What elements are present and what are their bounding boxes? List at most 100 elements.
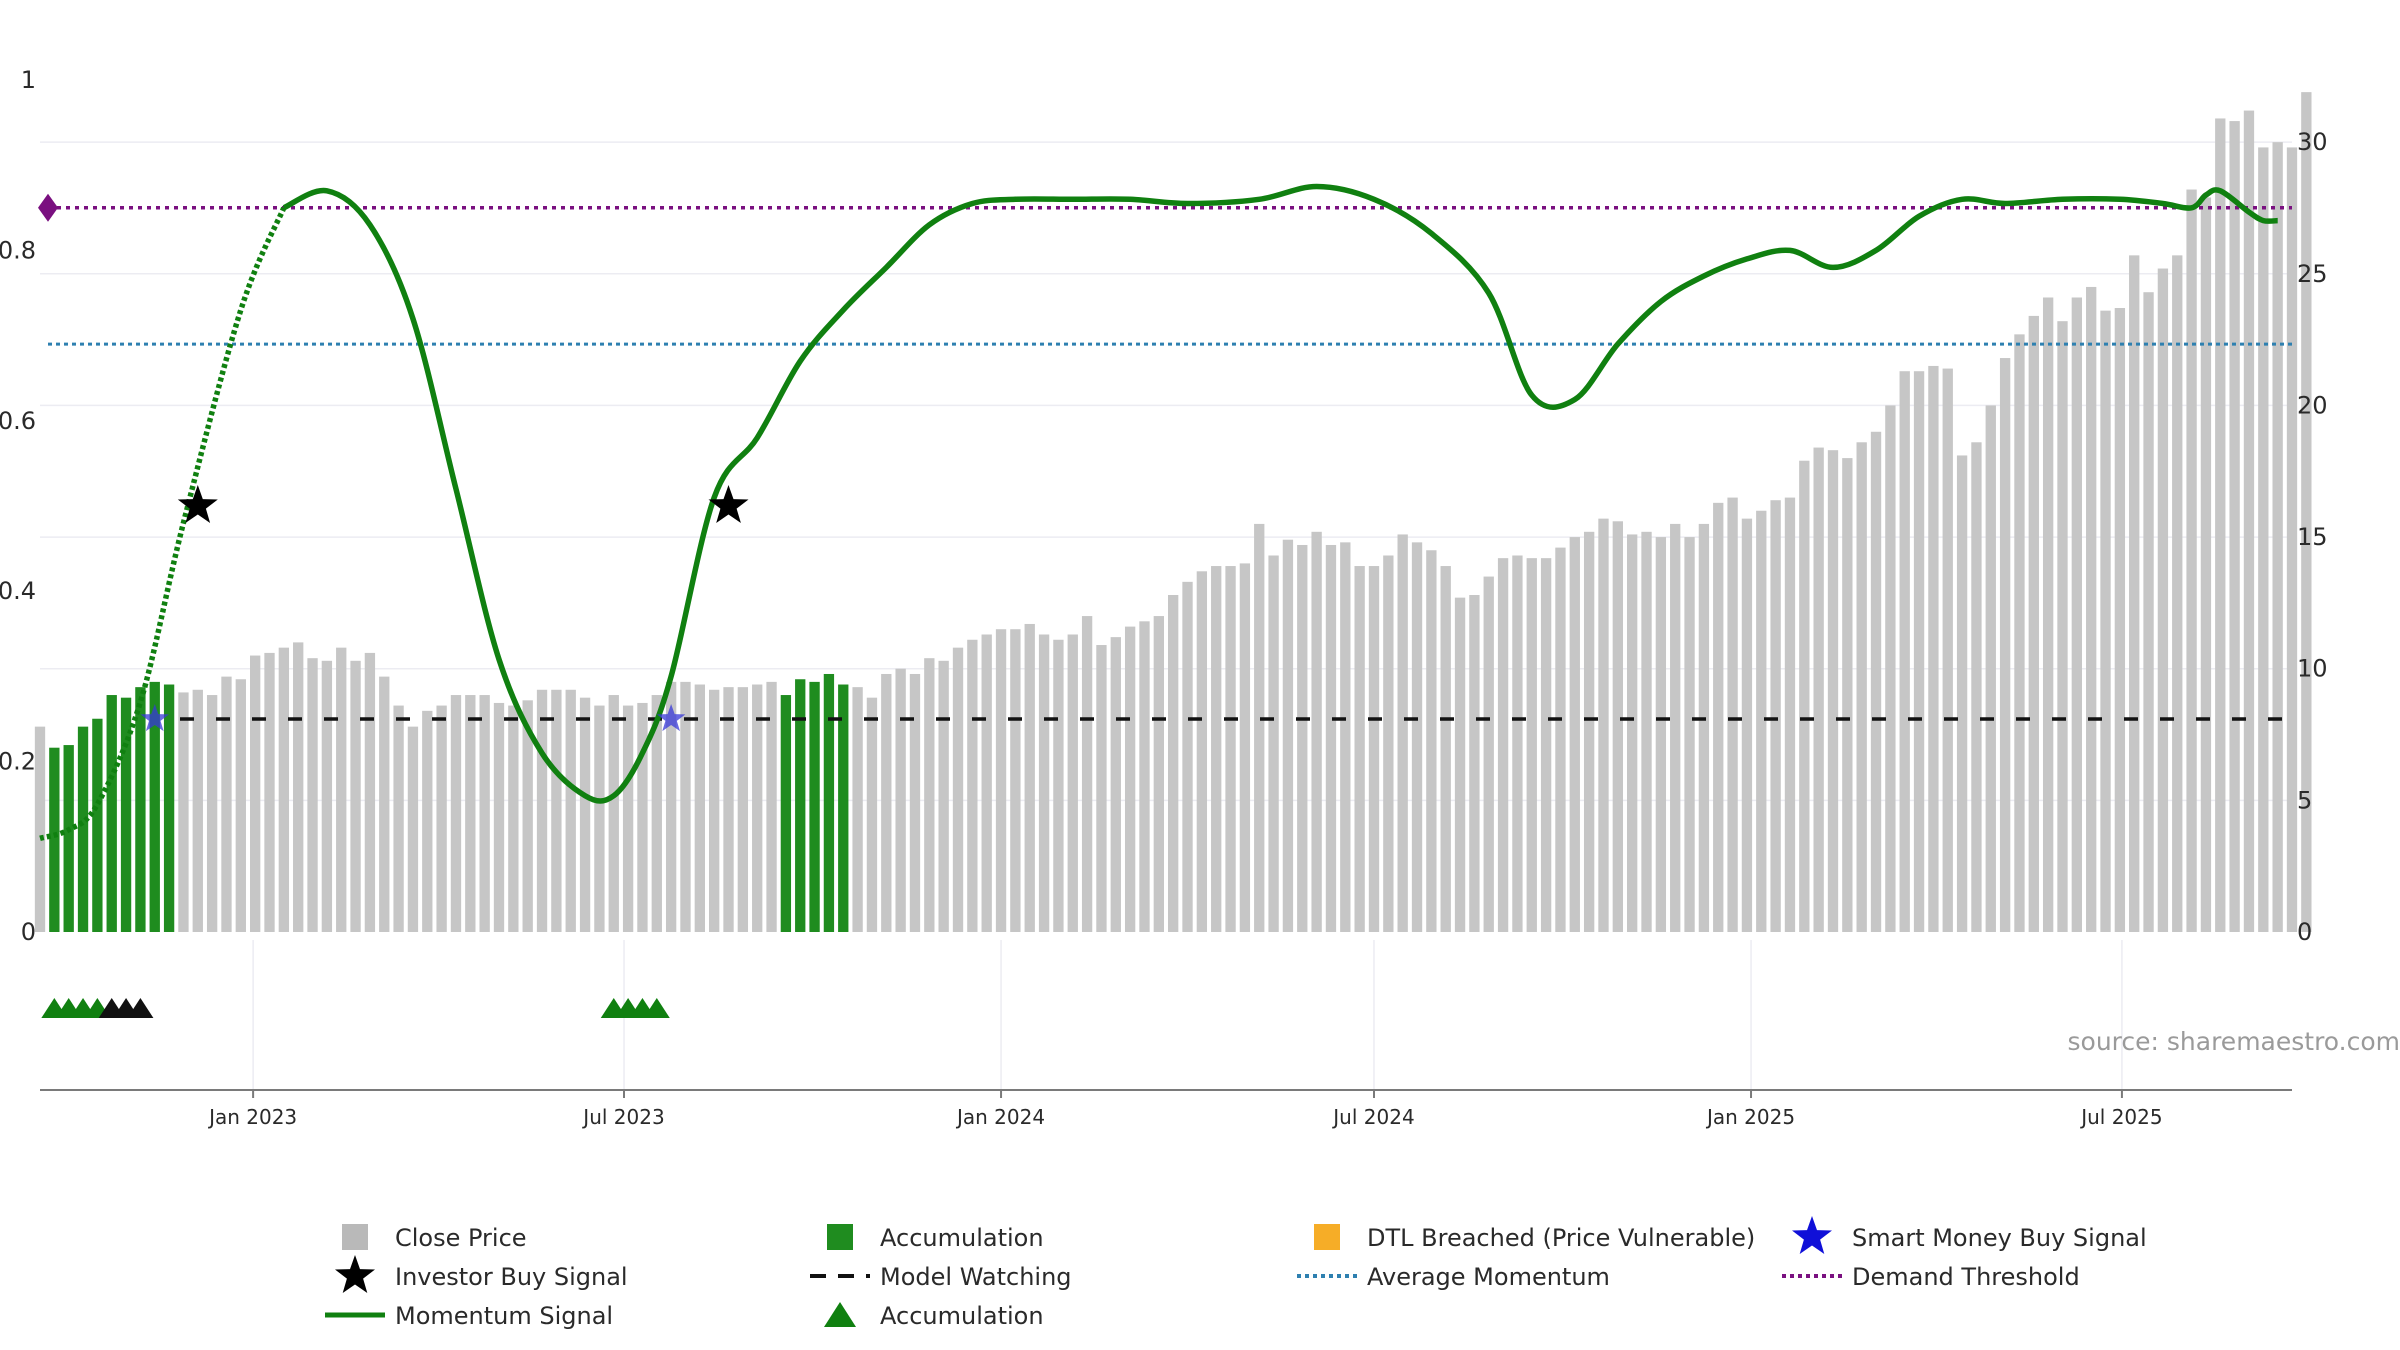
close-price-bar xyxy=(723,687,734,932)
legend-item: DTL Breached (Price Vulnerable) xyxy=(1314,1224,1755,1252)
close-price-bar xyxy=(1426,550,1437,932)
close-price-bar xyxy=(1067,634,1078,932)
close-price-bar xyxy=(1239,563,1251,932)
accumulation-bar xyxy=(63,745,74,932)
close-price-bar xyxy=(2243,110,2255,932)
close-price-bar xyxy=(1124,626,1136,932)
close-price-bar xyxy=(2028,315,2039,933)
close-price-bar xyxy=(1340,542,1351,932)
close-price-bar xyxy=(637,702,648,932)
close-price-bar xyxy=(1842,458,1853,932)
close-price-bar xyxy=(465,695,476,932)
close-price-bar xyxy=(264,652,275,932)
close-price-bar xyxy=(2301,92,2312,933)
close-price-bar xyxy=(1153,616,1164,932)
close-price-bar xyxy=(1770,500,1781,932)
close-price-bar xyxy=(1110,637,1121,932)
legend-item: Model Watching xyxy=(810,1263,1072,1291)
close-price-bar xyxy=(579,697,591,932)
close-price-bar xyxy=(379,676,390,932)
legend-item: Accumulation xyxy=(827,1224,1044,1252)
close-price-bar xyxy=(952,647,964,932)
close-price-bar xyxy=(192,689,203,932)
momentum-signal xyxy=(39,183,2278,841)
close-price-bar xyxy=(221,676,232,932)
right-axis-tick: 0 xyxy=(2297,918,2312,946)
legend-item: Investor Buy Signal xyxy=(335,1255,628,1293)
close-price-bar xyxy=(479,695,490,932)
close-price-bar xyxy=(895,668,906,932)
close-price-bar xyxy=(1440,566,1451,932)
close-price-bar xyxy=(2086,286,2097,933)
legend-label: Demand Threshold xyxy=(1852,1263,2080,1291)
x-axis-tick-label: Jan 2024 xyxy=(955,1105,1045,1129)
close-price-bar xyxy=(2200,197,2212,932)
close-price-bar xyxy=(2186,189,2197,933)
legend-star xyxy=(1792,1216,1832,1254)
investor-buy-star xyxy=(708,485,749,523)
legend-label: DTL Breached (Price Vulnerable) xyxy=(1367,1224,1755,1252)
close-price-bar xyxy=(34,726,46,932)
close-price-bar xyxy=(1913,371,1925,933)
accumulation-bar xyxy=(49,747,60,932)
close-price-bar xyxy=(1641,531,1652,932)
close-price-bar xyxy=(1526,558,1537,932)
close-price-bar xyxy=(981,634,992,932)
close-price-bar xyxy=(881,673,892,932)
close-price-bar xyxy=(651,695,662,932)
close-price-bar xyxy=(278,647,290,932)
close-price-bar xyxy=(1727,497,1738,932)
legend-label: Average Momentum xyxy=(1367,1263,1610,1291)
legend-item: Close Price xyxy=(342,1224,527,1252)
x-axis-tick-label: Jul 2024 xyxy=(1331,1105,1414,1129)
close-price-bar xyxy=(1885,405,1896,932)
momentum-signal-line xyxy=(282,183,2278,804)
close-price-bar xyxy=(393,705,404,932)
close-price-bar xyxy=(866,697,878,932)
close-price-bar xyxy=(766,681,777,932)
close-price-bar xyxy=(1024,623,1035,932)
close-price-bar xyxy=(1354,566,1365,932)
close-price-bar xyxy=(1168,594,1179,932)
legend-label: Smart Money Buy Signal xyxy=(1852,1224,2147,1252)
close-price-bar xyxy=(1698,523,1710,932)
left-axis-tick: 0.2 xyxy=(0,748,36,776)
close-price-bar xyxy=(1081,616,1093,932)
close-price-bar xyxy=(1225,566,1236,932)
legend-star xyxy=(335,1255,375,1293)
close-price-bar xyxy=(967,639,978,932)
close-price-bar xyxy=(709,689,720,932)
legend-swatch xyxy=(827,1224,853,1250)
close-price-bar xyxy=(522,700,533,932)
close-price-bar xyxy=(1741,518,1753,932)
left-axis-tick: 0 xyxy=(21,918,36,946)
legend-swatch xyxy=(1314,1224,1340,1250)
close-price-bar xyxy=(1254,523,1265,932)
legend-label: Model Watching xyxy=(880,1263,1072,1291)
close-price-bar xyxy=(1670,523,1681,932)
close-price-bar xyxy=(1655,537,1667,932)
legend: Close Price Accumulation DTL Breached (Pri… xyxy=(325,1216,2147,1330)
left-axis-tick: 0.8 xyxy=(0,236,36,264)
close-price-bar xyxy=(608,695,619,932)
close-price-bar xyxy=(1956,455,1968,932)
close-price-bar xyxy=(249,655,261,932)
smart-money-buy-star xyxy=(140,704,169,732)
source-note: source: sharemaestro.com xyxy=(2068,1027,2400,1056)
legend-label: Accumulation xyxy=(880,1302,1044,1330)
close-price-bar xyxy=(1469,594,1480,932)
close-price-bar xyxy=(1383,555,1394,932)
close-price-bar xyxy=(1899,371,1910,933)
close-price-bar xyxy=(2172,255,2183,932)
close-price-bar xyxy=(178,692,189,932)
legend-swatch xyxy=(342,1224,368,1250)
demand-threshold-diamond xyxy=(38,193,58,222)
legend-item: Momentum Signal xyxy=(325,1302,613,1330)
close-price-bar xyxy=(909,673,921,932)
close-price-bar xyxy=(1870,431,1882,932)
right-axis-tick: 25 xyxy=(2297,260,2328,288)
right-axis-tick: 5 xyxy=(2297,786,2312,814)
legend-item: Demand Threshold xyxy=(1782,1263,2080,1291)
right-axis-tick: 10 xyxy=(2297,655,2328,683)
